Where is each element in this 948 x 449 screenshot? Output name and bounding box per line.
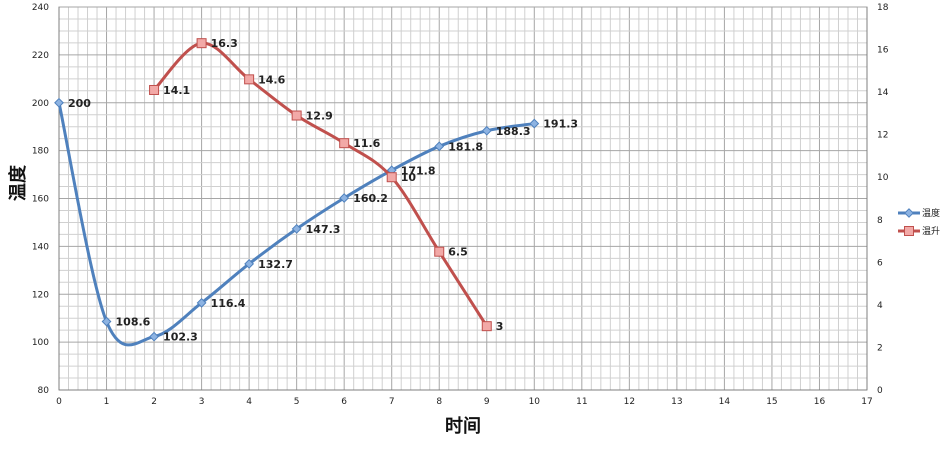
data-label: 116.4 xyxy=(211,297,246,310)
data-point-marker xyxy=(101,316,112,327)
data-label: 108.6 xyxy=(116,316,151,329)
data-label: 11.6 xyxy=(353,137,380,150)
x-tick-label: 9 xyxy=(484,397,490,407)
y-left-tick-label: 200 xyxy=(32,99,49,109)
data-label: 14.1 xyxy=(163,84,190,97)
data-point-marker xyxy=(481,321,492,332)
data-point-marker xyxy=(481,125,492,136)
data-labels: 200 108.6 102.3 116.4 132.7 147.3 160.2 171.8 18… xyxy=(68,37,578,343)
data-point-marker xyxy=(291,110,302,121)
x-tick-label: 5 xyxy=(294,397,300,407)
y-right-tick-label: 4 xyxy=(877,301,883,311)
data-label: 188.3 xyxy=(496,125,531,138)
y-left-tick-label: 240 xyxy=(32,3,49,13)
data-point-marker xyxy=(54,97,64,108)
data-label: 191.3 xyxy=(543,118,578,131)
series-layer xyxy=(54,38,540,347)
x-tick-label: 11 xyxy=(576,397,587,407)
x-tick-label: 16 xyxy=(814,397,826,407)
x-tick-label: 7 xyxy=(389,397,395,407)
data-label: 181.8 xyxy=(448,140,483,153)
data-label: 12.9 xyxy=(306,110,333,123)
y-right-tick-label: 2 xyxy=(877,343,883,353)
legend-label: 温升 xyxy=(922,226,940,237)
y-right-tick-label: 0 xyxy=(877,386,883,396)
grid xyxy=(58,6,868,391)
y-left-tick-label: 140 xyxy=(32,242,49,252)
data-point-marker xyxy=(339,138,350,149)
y-left-tick-label: 160 xyxy=(32,195,49,205)
y-left-tick-label: 220 xyxy=(32,51,49,61)
data-point-marker xyxy=(529,118,540,129)
y-left-tick-label: 180 xyxy=(32,147,49,157)
y-left-tick-label: 100 xyxy=(32,338,49,348)
data-label: 160.2 xyxy=(353,192,388,205)
y-left-tick-label: 80 xyxy=(38,386,50,396)
x-axis-title: 时间 xyxy=(445,416,481,437)
data-point-marker xyxy=(149,84,160,95)
data-label: 147.3 xyxy=(306,223,341,236)
y-right-tick-label: 6 xyxy=(877,258,883,268)
axes: 0 1 2 3 4 5 6 7 8 9 10 11 12 13 14 15 16 1780100120140160… xyxy=(32,3,889,407)
data-label: 14.6 xyxy=(258,73,285,86)
data-point-marker xyxy=(904,226,914,236)
x-tick-label: 0 xyxy=(56,397,62,407)
data-point-marker xyxy=(244,74,255,85)
x-tick-label: 8 xyxy=(436,397,442,407)
x-tick-label: 10 xyxy=(529,397,541,407)
series-1 xyxy=(54,97,540,347)
data-label: 132.7 xyxy=(258,258,293,271)
data-point-marker xyxy=(434,141,445,152)
legend-item-1: 温度 xyxy=(898,207,940,219)
data-point-marker xyxy=(386,172,397,183)
y-right-tick-label: 10 xyxy=(877,173,889,183)
x-tick-label: 2 xyxy=(151,397,157,407)
y-right-tick-label: 12 xyxy=(877,131,888,141)
data-label: 171.8 xyxy=(401,164,436,177)
y-right-tick-label: 8 xyxy=(877,216,883,226)
y-left-tick-label: 120 xyxy=(32,290,49,300)
x-tick-label: 15 xyxy=(766,397,777,407)
data-label: 10 xyxy=(401,171,417,184)
data-point-marker xyxy=(196,297,207,308)
x-tick-label: 1 xyxy=(104,397,110,407)
x-tick-label: 17 xyxy=(861,397,872,407)
legend-item-2: 温升 xyxy=(898,226,940,237)
y-axis-title: 温度 xyxy=(7,164,29,201)
data-label: 200 xyxy=(68,97,91,110)
data-label: 6.5 xyxy=(448,246,468,259)
x-tick-label: 12 xyxy=(624,397,635,407)
x-tick-label: 14 xyxy=(719,397,731,407)
data-point-marker xyxy=(196,38,207,49)
data-point-marker xyxy=(339,193,350,203)
data-point-marker xyxy=(291,223,302,234)
x-tick-label: 6 xyxy=(341,397,347,407)
x-tick-label: 3 xyxy=(199,397,205,407)
data-point-marker xyxy=(904,208,914,218)
series-2 xyxy=(149,38,492,332)
y-right-tick-label: 14 xyxy=(877,88,889,98)
data-label: 3 xyxy=(496,320,504,333)
legend-label: 温度 xyxy=(922,207,940,219)
y-right-tick-label: 18 xyxy=(877,3,889,13)
data-point-marker xyxy=(434,246,445,257)
data-point-marker xyxy=(149,331,159,342)
data-label: 102.3 xyxy=(163,331,198,344)
data-point-marker xyxy=(244,258,255,269)
x-tick-label: 4 xyxy=(246,397,252,407)
y-right-tick-label: 16 xyxy=(877,46,889,56)
x-tick-label: 13 xyxy=(671,397,682,407)
data-label: 16.3 xyxy=(211,37,238,50)
